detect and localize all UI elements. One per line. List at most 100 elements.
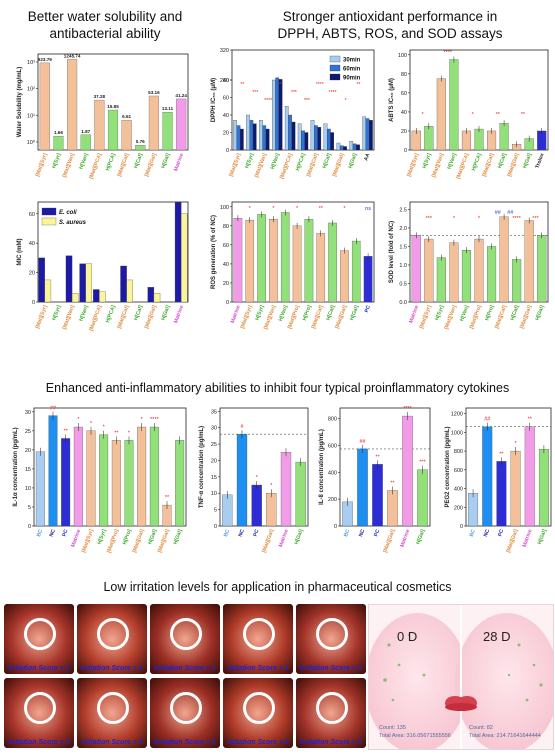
legend-swatch <box>41 207 57 216</box>
ring-icon <box>97 692 129 724</box>
plot-frame <box>37 201 189 303</box>
bar <box>351 240 361 303</box>
bar <box>126 279 133 303</box>
significance-mark: *** <box>252 90 258 96</box>
bar <box>512 259 522 303</box>
significance-mark: *** <box>419 460 426 466</box>
category-label: H[Pro] <box>302 304 313 321</box>
significance-mark: ## <box>359 439 366 445</box>
y-tick-label: 240 <box>220 78 229 84</box>
category-label: H[Syr] <box>422 152 433 169</box>
bar <box>363 256 373 303</box>
data-label: 1248.74 <box>64 53 81 58</box>
significance-mark: * <box>128 430 131 436</box>
bar <box>349 141 354 151</box>
irritation-photo: Irritation Score = 2 <box>150 678 220 748</box>
irritation-score-caption: Irritation Score = 3 <box>81 739 143 746</box>
category-label: Trolox <box>535 153 546 170</box>
y-tick-label: 10¹ <box>27 113 35 119</box>
category-label: H[Caf] <box>510 304 521 321</box>
category-label: H[Gal] <box>160 152 171 169</box>
y-tick-label: 1.0 <box>399 263 407 269</box>
bar <box>362 116 367 151</box>
bar <box>499 216 509 303</box>
irritation-score-caption: Irritation Score = 2 <box>227 739 289 746</box>
category-label: [Mat][Syr] <box>406 152 420 177</box>
y-tick-label: 10² <box>27 87 35 93</box>
category-label: H[Syr] <box>51 304 62 321</box>
category-label: H[Gal] <box>348 152 359 169</box>
significance-mark: ** <box>496 112 501 118</box>
face-right-label: 28 D <box>483 629 511 644</box>
bar <box>222 494 233 527</box>
y-tick-label: 0 <box>28 524 31 530</box>
face-analysis-panel: 0 D 28 D Count: 135 Total Area: 316.0567… <box>365 604 555 753</box>
y-tick-label: 5 <box>214 508 217 514</box>
bar <box>111 440 121 527</box>
bar <box>356 144 360 151</box>
category-label: [Mat][PCA] <box>88 152 103 179</box>
bar <box>259 120 263 151</box>
y-axis-label: SOD level (fold of NC) <box>389 221 395 283</box>
category-label: BC <box>223 528 231 537</box>
y-tick-label: 20 <box>211 458 217 464</box>
bar <box>310 120 315 151</box>
bar <box>236 125 241 151</box>
category-label: H[Gal] <box>522 152 533 169</box>
ring-icon <box>97 618 129 650</box>
y-tick-label: 40 <box>29 241 35 247</box>
y-tick-label: 10³ <box>27 60 35 66</box>
category-label: H[Pro] <box>484 304 495 321</box>
y-tick-label: 0 <box>334 524 337 530</box>
y-tick-label: 20 <box>223 131 229 137</box>
category-label: [Mat][Syr] <box>240 304 254 329</box>
bar <box>280 212 290 303</box>
category-label: [Mat][Gal] <box>334 304 348 329</box>
category-label: [Mat][Syr] <box>228 152 242 177</box>
heading-solubility-line2: antibacterial ability <box>49 26 161 41</box>
bar <box>107 109 119 151</box>
y-tick-label: 60 <box>223 96 229 102</box>
plot-frame <box>231 201 375 303</box>
category-label: H[Syr] <box>244 152 255 169</box>
category-label: [Mat][Van] <box>263 304 277 330</box>
y-tick-label: 200 <box>454 505 463 511</box>
y-tick-label: 400 <box>454 487 463 493</box>
significance-mark: ** <box>279 82 283 88</box>
significance-mark: ## <box>50 406 57 412</box>
bar <box>330 132 335 151</box>
significance-mark: * <box>249 206 252 212</box>
bar <box>524 426 535 527</box>
ring-icon <box>170 692 202 724</box>
category-label: [Mat][Pro] <box>469 304 483 329</box>
bar <box>251 484 262 527</box>
bar <box>510 450 521 527</box>
data-label: 923.79 <box>38 57 52 62</box>
chart-peg2: 0 200 400 600 800 1000 1200 PEG2 concentration … <box>445 407 552 553</box>
category-label: H[Van] <box>78 304 89 322</box>
bar <box>147 287 155 303</box>
bar <box>449 59 459 151</box>
bar <box>67 59 78 151</box>
y-axis-label: DPPH IC₅₀ (μM) <box>211 78 217 122</box>
y-tick-label: 0.0 <box>399 300 407 306</box>
category-label: H[Caf] <box>497 152 508 169</box>
significance-mark: * <box>453 216 456 222</box>
category-label: [Mat][Pro] <box>106 528 120 553</box>
significance-mark: *** <box>291 90 297 96</box>
irritation-photo: Irritation Score = 3 <box>296 678 366 748</box>
category-label: PC <box>364 304 372 313</box>
y-tick-label: 20 <box>29 271 35 277</box>
significance-mark: **** <box>150 417 159 423</box>
data-label: 6.61 <box>122 114 131 119</box>
category-label: Matrine <box>173 305 185 324</box>
legend-label: S. aureus <box>59 220 87 226</box>
bar <box>35 451 45 527</box>
bar <box>295 461 306 527</box>
data-label: 1.87 <box>81 129 90 134</box>
significance-mark: * <box>272 206 275 212</box>
category-label: [Mat][Gal] <box>144 304 158 329</box>
bar <box>369 120 373 151</box>
bar <box>269 218 278 303</box>
bar <box>436 257 446 303</box>
